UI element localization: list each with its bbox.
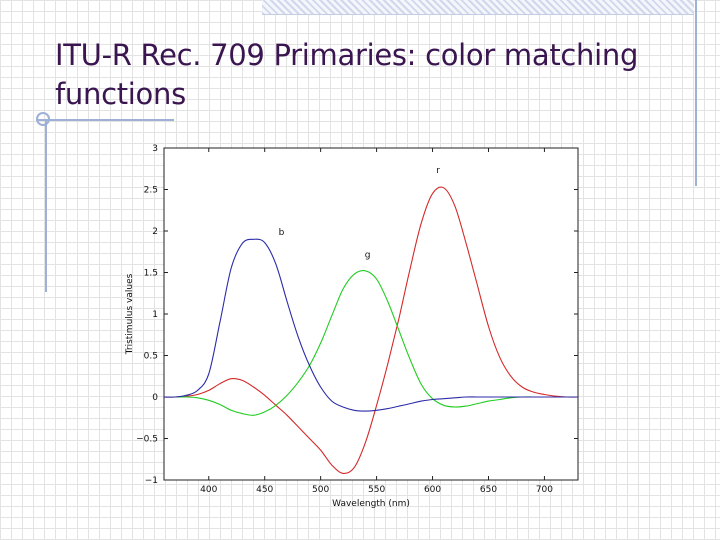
y-tick-label: 1.5 xyxy=(144,269,158,279)
y-tick-label: 1 xyxy=(152,310,158,320)
y-tick-label: 3 xyxy=(152,144,158,154)
y-tick-label: 2.5 xyxy=(144,186,158,196)
series-line-r xyxy=(163,186,579,475)
decorative-top-bar xyxy=(262,0,694,15)
x-tick-label: 700 xyxy=(536,485,553,495)
series-line-b xyxy=(163,238,578,412)
annotation-group: r g b xyxy=(279,166,441,261)
x-tick-label: 650 xyxy=(480,485,497,495)
x-tick-label: 400 xyxy=(200,485,217,495)
series-line-g xyxy=(164,270,578,416)
series-group xyxy=(163,186,579,475)
decorative-left-rule xyxy=(45,120,47,292)
series-annotation-g: g xyxy=(365,251,371,261)
decorative-right-rule xyxy=(695,0,697,186)
series-annotation-b: b xyxy=(279,228,285,238)
chart-svg: 400 450 500 550 600 650 700 −1 −0.5 0 0.5 1 1.5 2 2.5 3… xyxy=(125,144,579,509)
x-tick-label: 550 xyxy=(368,485,385,495)
series-annotation-r: r xyxy=(436,166,440,176)
x-tick-label: 450 xyxy=(256,485,273,495)
y-tick-label: 2 xyxy=(152,227,158,237)
y-tick-label: −1 xyxy=(145,476,158,486)
x-tick-label: 500 xyxy=(312,485,329,495)
decorative-title-underline xyxy=(36,119,174,121)
y-axis-title: Tristimulus values xyxy=(125,273,135,355)
y-tick-label: −0.5 xyxy=(136,435,158,445)
color-matching-chart: 400 450 500 550 600 650 700 −1 −0.5 0 0.5 1 1.5 2 2.5 3… xyxy=(118,138,588,510)
slide-title: ITU-R Rec. 709 Primaries: color matching… xyxy=(55,36,695,114)
x-tick-label: 600 xyxy=(424,485,441,495)
slide-title-line-1: ITU-R Rec. 709 Primaries: color matching xyxy=(55,38,639,72)
x-axis-title: Wavelength (nm) xyxy=(332,499,410,509)
y-tick-label: 0.5 xyxy=(144,352,158,362)
plot-frame xyxy=(163,147,579,481)
y-tick-label: 0 xyxy=(152,393,158,403)
decorative-ring-icon xyxy=(36,112,50,126)
slide-title-line-2: functions xyxy=(55,77,186,111)
